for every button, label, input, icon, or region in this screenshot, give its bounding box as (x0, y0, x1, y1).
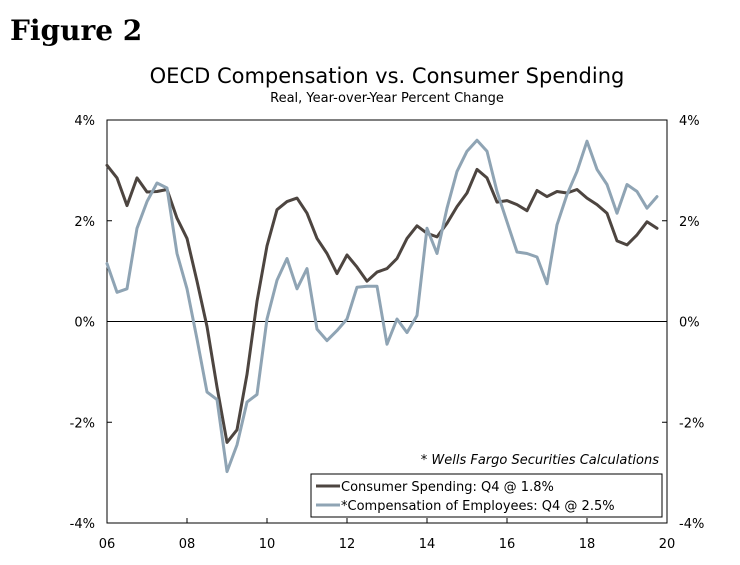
chart-title: OECD Compensation vs. Consumer Spending (149, 64, 625, 88)
y-tick-label-right: 0% (679, 316, 700, 331)
y-tick-label-right: 2% (679, 215, 700, 230)
series-line-compensation-of-employees (105, 138, 659, 474)
figure-label: Figure 2 (10, 14, 143, 47)
y-tick-label-left: -2% (70, 416, 95, 431)
y-tick-label-right: 4% (679, 114, 700, 129)
y-axis-right: 4% 2% 0% -2% -4% (662, 114, 704, 532)
x-tick-label: 12 (339, 537, 356, 552)
series-line-consumer-spending (105, 163, 659, 444)
x-axis: 06 08 10 12 14 16 18 20 (99, 518, 676, 552)
legend: Consumer Spending: Q4 @ 1.8% *Compensati… (310, 473, 663, 518)
legend-box (310, 473, 663, 518)
y-tick-label-left: 0% (74, 316, 95, 331)
x-tick-label: 08 (179, 537, 196, 552)
source-annotation: * Wells Fargo Securities Calculations (421, 453, 659, 468)
x-tick-label: 06 (99, 537, 116, 552)
y-tick-label-right: -2% (679, 416, 704, 431)
legend-label-compensation: *Compensation of Employees: Q4 @ 2.5% (341, 499, 615, 514)
y-axis-left: 4% 2% 0% -2% -4% (70, 114, 112, 532)
x-tick-label: 16 (499, 537, 516, 552)
y-tick-label-left: -4% (70, 517, 95, 532)
x-tick-label: 18 (579, 537, 596, 552)
chart-subtitle: Real, Year-over-Year Percent Change (270, 91, 504, 106)
y-tick-label-left: 4% (74, 114, 95, 129)
legend-label-consumer-spending: Consumer Spending: Q4 @ 1.8% (341, 480, 554, 495)
series-group (105, 138, 659, 474)
y-tick-label-left: 2% (74, 215, 95, 230)
y-tick-label-right: -4% (679, 517, 704, 532)
x-tick-label: 14 (419, 537, 436, 552)
x-tick-label: 10 (259, 537, 276, 552)
x-tick-label: 20 (659, 537, 676, 552)
